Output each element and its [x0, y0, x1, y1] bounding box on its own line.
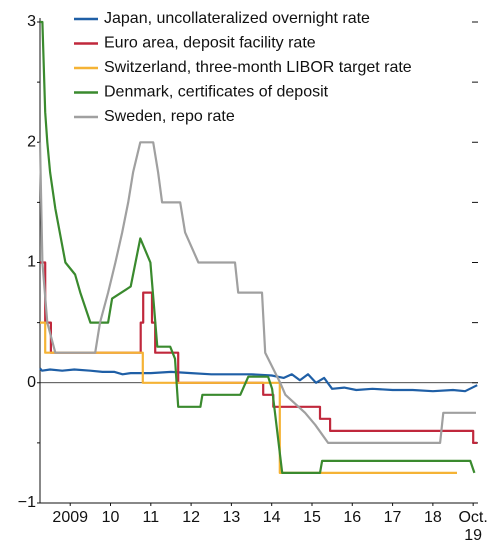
y-tick-label: 1	[27, 254, 36, 271]
y-tick-label: 0	[27, 374, 36, 391]
y-tick-label: 3	[27, 13, 36, 30]
x-tick-label: 13	[222, 509, 241, 526]
legend-label: Sweden, repo rate	[104, 108, 235, 125]
legend-label: Japan, uncollateralized overnight rate	[104, 10, 370, 27]
y-tick-label: −1	[18, 494, 36, 511]
x-tick-label: 10	[101, 509, 120, 526]
legend-label: Euro area, deposit facility rate	[104, 35, 316, 52]
x-tick-label: Oct. 19	[458, 509, 488, 544]
x-tick-label: 12	[182, 509, 200, 526]
x-tick-label: 18	[423, 509, 442, 526]
legend-label: Switzerland, three-month LIBOR target ra…	[104, 59, 412, 76]
x-tick-label: 2009	[52, 509, 89, 526]
y-tick-label: 2	[27, 133, 36, 150]
x-tick-label: 14	[262, 509, 281, 526]
series-line	[40, 321, 457, 474]
x-tick-label: 17	[383, 509, 402, 526]
series-line	[38, 141, 476, 444]
x-tick-label: 11	[142, 509, 160, 526]
x-tick-label: 16	[343, 509, 362, 526]
series-line	[40, 20, 476, 474]
legend-label: Denmark, certificates of deposit	[104, 84, 329, 101]
x-tick-label: 15	[303, 509, 321, 526]
series-line	[39, 367, 478, 393]
